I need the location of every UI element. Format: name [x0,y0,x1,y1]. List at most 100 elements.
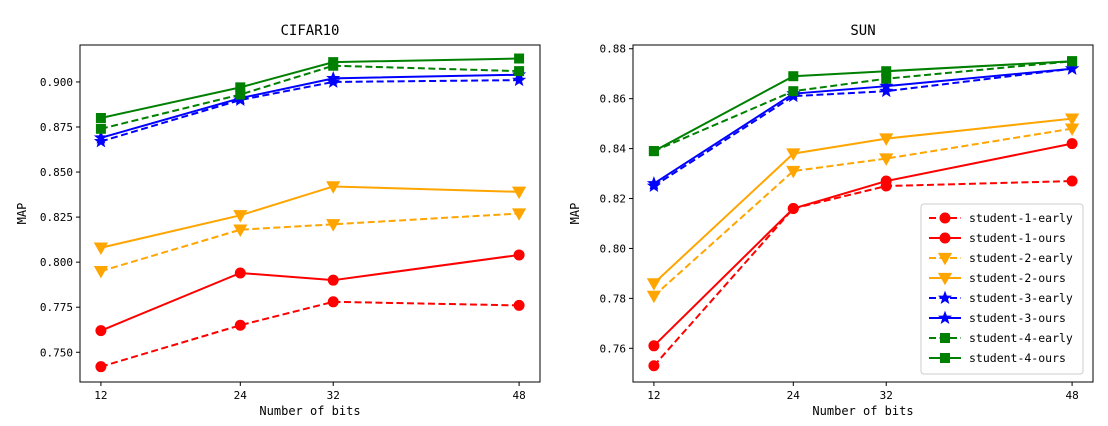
chart-panel-2: SUN 12 24 32 48 0.76 0.78 0.80 0.82 0.84 0.86 0.88 N… [568,23,1094,418]
data-point [93,265,109,279]
legend-label: student-4-ours [969,351,1066,365]
series-student-2-ours [93,181,527,255]
data-point [326,219,341,232]
data-point [513,249,525,261]
y-tick-label: 0.80 [600,242,627,255]
series-student-2-early [93,208,527,279]
plot-frame [632,44,1094,383]
data-point [514,53,525,64]
x-tick-label: 32 [327,389,340,402]
data-point [788,71,799,82]
legend-item-student-2-early: student-2-early [929,251,1073,266]
y-tick-label: 0.82 [600,193,627,206]
plot-frame [79,44,541,383]
data-point [326,181,341,194]
data-point [233,210,248,223]
series-line [100,300,520,368]
data-point [879,153,894,166]
data-point [1066,138,1078,150]
series-line [100,253,520,332]
data-point [879,133,894,146]
y-tick-label: 0.775 [40,301,73,314]
series-line [100,64,520,130]
y-tick-label: 0.86 [600,93,627,106]
y-tick-label: 0.750 [40,346,73,359]
legend-box [920,203,1084,375]
data-point [95,325,107,337]
data-point [95,112,106,123]
data-point [940,353,950,363]
series-student-1-ours [648,138,1078,352]
data-point [937,290,953,304]
series-student-4-ours [95,53,525,123]
legend-item-student-1-ours: student-1-ours [929,231,1066,245]
data-point [1065,61,1080,75]
legend-item-student-3-early: student-3-early [929,290,1073,305]
data-point [786,165,801,179]
y-tick-label: 0.78 [600,292,627,305]
data-point [939,212,951,224]
data-point [328,57,339,68]
series-line [653,127,1073,297]
x-tick-label: 32 [880,389,893,402]
data-point [646,278,662,291]
y-axis-label: MAP [568,203,582,225]
x-axis-label: Number of bits [812,404,913,418]
data-point [233,224,248,237]
data-point [880,175,892,187]
series-student-1-early [95,296,525,373]
series-line [653,60,1073,153]
data-point [234,267,246,279]
data-point [513,299,525,311]
data-point [326,70,341,85]
x-tick-label: 12 [647,389,660,402]
x-tick-label: 24 [234,389,248,402]
data-point [648,360,660,372]
data-point [95,361,107,373]
x-tick-label: 12 [94,389,107,402]
data-point [1064,113,1080,126]
data-point [234,319,246,331]
series-line [100,79,520,143]
y-tick-label: 0.850 [40,166,73,179]
series-line [100,73,520,139]
data-point [327,296,339,308]
legend-label: student-2-ours [969,271,1066,285]
y-tick-label: 0.76 [600,342,627,355]
x-axis-label: Number of bits [259,404,360,418]
legend: student-1-early student-1-ours student-2-e… [920,203,1084,375]
legend-label: student-1-early [969,211,1073,225]
data-point [95,123,106,134]
data-point [327,274,339,286]
series-line [653,142,1073,347]
series-student-2-ours [646,113,1080,291]
legend-item-student-4-ours: student-4-ours [929,351,1066,365]
series-line [653,60,1073,152]
legend-label: student-2-early [969,251,1073,265]
x-tick-label: 24 [787,389,801,402]
data-point [881,66,892,77]
data-point [937,272,953,286]
y-tick-label: 0.875 [40,121,73,134]
series-line [653,67,1073,185]
data-point [511,208,527,221]
series-line [100,212,520,273]
data-point [514,66,525,77]
series-student-4-early [95,60,525,134]
data-point [1066,175,1078,187]
legend-item-student-3-ours: student-3-ours [929,310,1066,325]
legend-item-student-2-ours: student-2-ours [929,271,1066,286]
data-point [648,340,660,352]
series-line [653,67,1073,187]
series-line [100,185,520,249]
data-point [788,86,799,97]
data-point [879,83,894,98]
data-point [939,232,951,244]
y-tick-label: 0.900 [40,76,73,89]
data-point [937,310,953,324]
legend-item-student-1-early: student-1-early [929,211,1073,225]
chart-panel-1: CIFAR10 12 24 32 48 0.750 0.775 0.800 0.825 0.850… [15,23,541,418]
chart-title: CIFAR10 [280,23,339,39]
data-point [940,333,950,343]
